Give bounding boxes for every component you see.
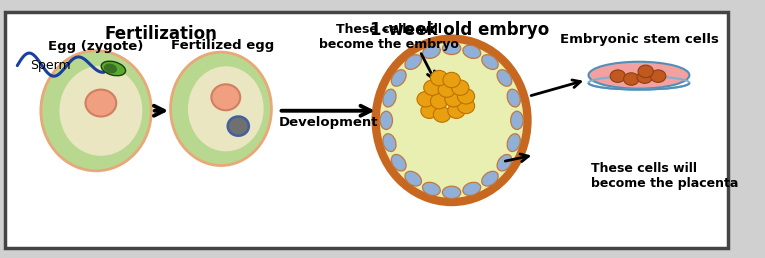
Text: These cells will
become the embryo: These cells will become the embryo [319,23,459,51]
Ellipse shape [650,70,666,82]
Ellipse shape [448,103,465,118]
Ellipse shape [431,70,448,86]
Ellipse shape [511,111,523,130]
Ellipse shape [637,71,653,83]
Ellipse shape [457,98,474,114]
Ellipse shape [507,134,520,151]
Ellipse shape [422,45,441,58]
Ellipse shape [417,92,435,107]
Ellipse shape [392,70,406,86]
Ellipse shape [41,51,151,171]
Ellipse shape [451,80,469,95]
Ellipse shape [457,89,474,104]
Ellipse shape [380,111,392,130]
Text: Fertilization: Fertilization [105,25,218,43]
Ellipse shape [463,45,480,58]
Ellipse shape [421,103,438,118]
Ellipse shape [507,89,520,107]
Ellipse shape [482,55,498,69]
Ellipse shape [382,134,396,151]
Ellipse shape [623,73,639,85]
Text: Sperm: Sperm [30,59,70,72]
Ellipse shape [171,52,272,166]
Text: These cells will
become the placenta: These cells will become the placenta [591,162,738,190]
Ellipse shape [431,93,448,109]
Ellipse shape [60,66,142,156]
Text: Embryonic stem cells: Embryonic stem cells [559,33,718,46]
Ellipse shape [497,155,512,171]
Ellipse shape [405,55,422,69]
Text: Development: Development [279,116,379,129]
Ellipse shape [228,117,249,136]
Ellipse shape [392,155,406,171]
Ellipse shape [188,66,264,151]
Ellipse shape [442,186,461,199]
Ellipse shape [610,70,626,82]
Text: 1-week old embryo: 1-week old embryo [369,21,549,39]
Ellipse shape [442,42,461,54]
Ellipse shape [211,84,240,110]
Ellipse shape [588,62,689,89]
Ellipse shape [422,182,441,196]
Text: Fertilized egg: Fertilized egg [171,39,275,52]
Ellipse shape [382,89,396,107]
Ellipse shape [101,61,125,76]
Ellipse shape [376,39,528,202]
Ellipse shape [104,63,117,74]
Ellipse shape [445,92,462,107]
Ellipse shape [405,171,422,186]
Ellipse shape [638,65,653,78]
Ellipse shape [433,107,451,122]
Ellipse shape [463,182,480,196]
Ellipse shape [86,90,116,117]
Ellipse shape [482,171,498,186]
Text: Egg (zygote): Egg (zygote) [48,40,144,53]
FancyBboxPatch shape [5,12,728,248]
Ellipse shape [424,80,441,95]
Ellipse shape [443,72,461,88]
Ellipse shape [438,82,455,97]
Ellipse shape [497,70,512,86]
